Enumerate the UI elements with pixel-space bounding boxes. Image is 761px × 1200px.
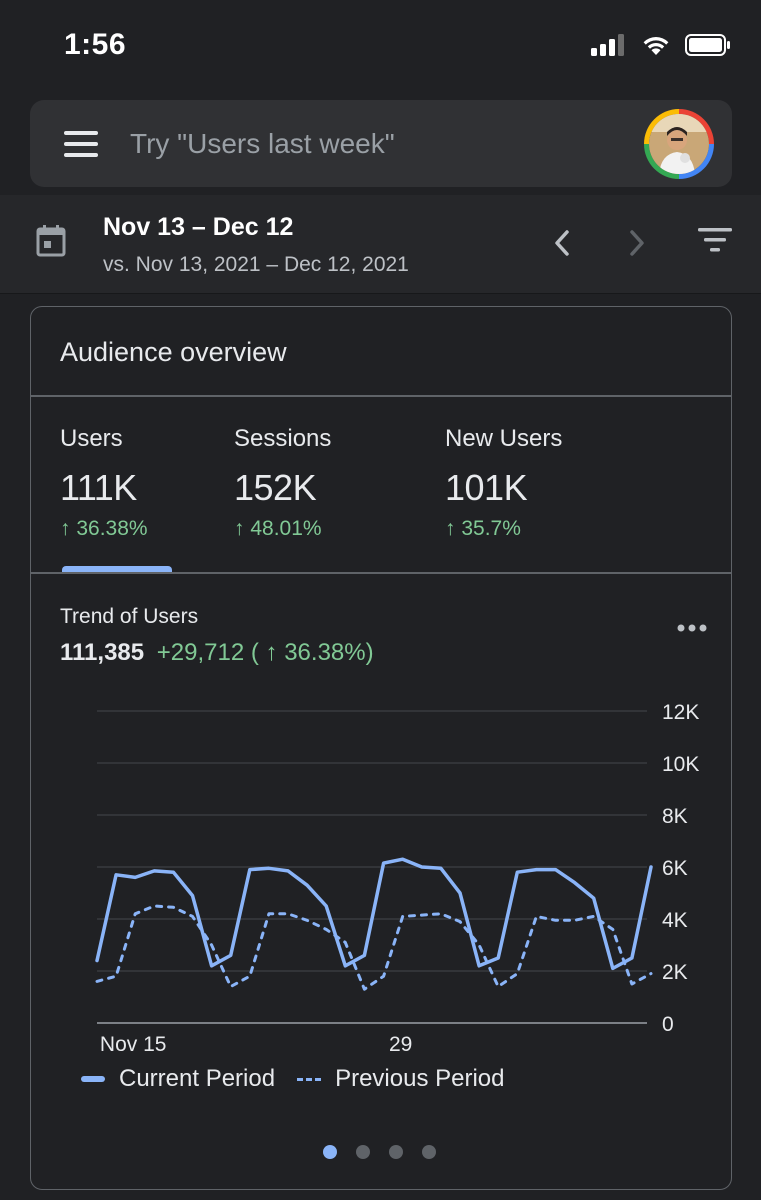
- x-tick-label: Nov 15: [100, 1033, 167, 1056]
- page-dot[interactable]: [356, 1145, 370, 1159]
- date-range-bar: Nov 13 – Dec 12 vs. Nov 13, 2021 – Dec 1…: [0, 195, 761, 294]
- status-icons: [591, 34, 731, 56]
- audience-overview-card: Audience overview Users 111K ↑ 36.38% Se…: [30, 306, 732, 1190]
- trend-title: Trend of Users: [60, 605, 199, 628]
- series-line-previous-period: [95, 904, 653, 991]
- metric-label: New Users: [445, 425, 563, 452]
- x-tick-label: 29: [389, 1033, 412, 1056]
- y-tick-label: 8K: [662, 805, 688, 828]
- search-input[interactable]: [128, 118, 632, 170]
- chevron-right-icon[interactable]: [622, 227, 650, 259]
- selected-metric-indicator: [62, 566, 172, 573]
- date-range-label[interactable]: Nov 13 – Dec 12: [103, 213, 294, 241]
- trend-value: 111,385: [60, 639, 145, 666]
- wifi-icon: [643, 37, 669, 55]
- signal-icon: [591, 34, 624, 56]
- series-line-current-period: [95, 857, 653, 971]
- divider: [31, 395, 731, 397]
- y-tick-label: 0: [662, 1013, 674, 1036]
- divider: [31, 572, 731, 574]
- search-bar: [30, 100, 732, 187]
- metric-label: Users: [60, 425, 123, 452]
- chevron-left-icon[interactable]: [549, 227, 577, 259]
- chart-legend: Current Period Previous Period: [81, 1065, 505, 1093]
- legend-swatch-previous: [297, 1077, 322, 1081]
- more-options-icon[interactable]: [676, 623, 708, 633]
- status-bar: 1:56: [0, 0, 761, 90]
- metric-sessions[interactable]: Sessions 152K ↑ 48.01%: [234, 425, 331, 541]
- trend-change: +29,712 ( ↑ 36.38%): [156, 639, 374, 666]
- menu-icon[interactable]: [64, 131, 98, 157]
- y-tick-label: 6K: [662, 857, 688, 880]
- compare-range-label[interactable]: vs. Nov 13, 2021 – Dec 12, 2021: [103, 253, 409, 276]
- y-tick-label: 12K: [662, 701, 699, 724]
- legend-label-previous: Previous Period: [335, 1065, 505, 1092]
- battery-icon: [685, 34, 730, 56]
- card-title: Audience overview: [60, 337, 287, 367]
- legend-swatch-current: [81, 1076, 105, 1082]
- page-indicator: [323, 1145, 436, 1159]
- trend-chart: 0 2K 4K 6K 8K 10K 12K Nov 15 29: [95, 701, 699, 1056]
- legend-label-current: Current Period: [119, 1065, 276, 1092]
- metric-change: ↑ 36.38%: [60, 517, 148, 540]
- filter-icon[interactable]: [697, 225, 733, 255]
- page-dot[interactable]: [422, 1145, 436, 1159]
- avatar-photo: [649, 114, 709, 174]
- metric-change: ↑ 48.01%: [234, 517, 322, 540]
- trend-summary: 111,385 +29,712 ( ↑ 36.38%): [60, 639, 374, 667]
- metric-change: ↑ 35.7%: [445, 517, 521, 540]
- y-tick-label: 2K: [662, 961, 688, 984]
- status-time: 1:56: [64, 28, 127, 61]
- metric-value: 152K: [234, 467, 317, 508]
- y-tick-label: 4K: [662, 909, 688, 932]
- metric-new-users[interactable]: New Users 101K ↑ 35.7%: [445, 425, 562, 541]
- page-dot[interactable]: [389, 1145, 403, 1159]
- page-dot[interactable]: [323, 1145, 337, 1159]
- metric-users[interactable]: Users 111K ↑ 36.38%: [60, 425, 148, 541]
- metric-value: 101K: [445, 467, 528, 508]
- y-tick-label: 10K: [662, 753, 699, 776]
- metric-value: 111K: [60, 467, 137, 508]
- metric-label: Sessions: [234, 425, 332, 452]
- avatar[interactable]: [644, 109, 714, 179]
- calendar-icon[interactable]: [36, 225, 66, 257]
